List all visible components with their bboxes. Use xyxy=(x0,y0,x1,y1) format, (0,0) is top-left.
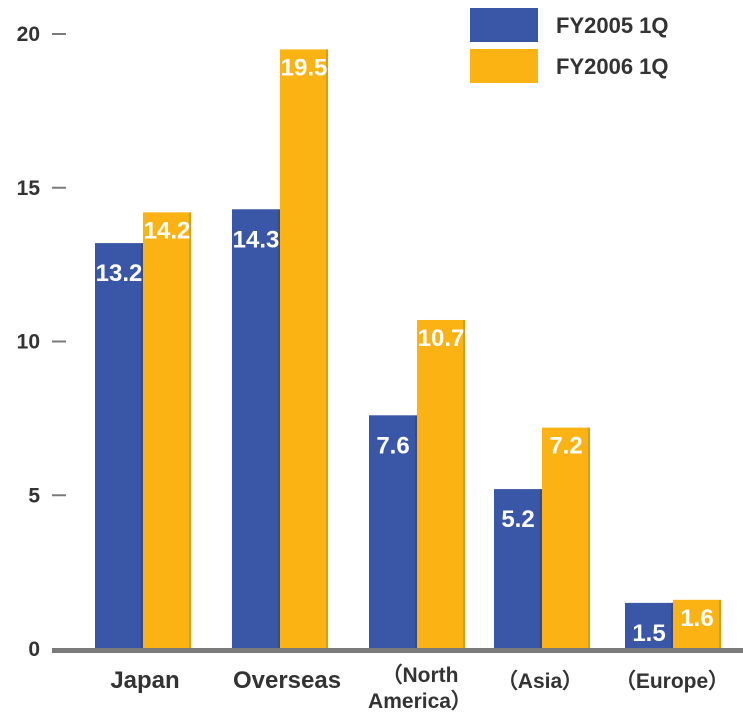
y-tick-label: 10 xyxy=(17,331,40,354)
x-category-label: Japan xyxy=(110,667,179,694)
legend-swatch xyxy=(470,8,538,42)
bar xyxy=(143,212,191,649)
bar-shade xyxy=(278,209,280,649)
bar xyxy=(232,209,280,649)
legend-label: FY2005 1Q xyxy=(556,13,669,38)
bar-shade xyxy=(326,49,328,649)
data-label: 14.2 xyxy=(144,217,191,244)
bar-shade xyxy=(141,243,143,649)
legend: FY2005 1Q FY2006 1Q xyxy=(470,8,669,83)
data-label: 7.2 xyxy=(549,433,582,460)
data-label: 19.5 xyxy=(281,54,328,81)
data-label: 5.2 xyxy=(501,506,534,533)
y-tick-label: 20 xyxy=(17,23,40,46)
bar xyxy=(280,49,328,649)
bar xyxy=(625,602,673,649)
x-category-label: （Europe） xyxy=(615,669,729,693)
x-category-label: America） xyxy=(368,689,472,713)
data-label: 1.6 xyxy=(680,605,713,632)
y-tick-label: 0 xyxy=(28,638,40,661)
data-label: 1.5 xyxy=(632,620,665,647)
bar xyxy=(417,319,465,649)
x-axis-line xyxy=(52,648,743,653)
bar-shade xyxy=(415,415,417,649)
bar xyxy=(95,243,143,649)
bar-shade xyxy=(189,212,191,649)
bar-shade xyxy=(588,427,590,649)
x-category-label: （North xyxy=(382,663,459,687)
x-category-label: Overseas xyxy=(233,667,341,694)
y-tick-label: 5 xyxy=(28,484,40,507)
y-axis: 0 5 10 15 20 xyxy=(17,23,66,661)
y-tick-label: 15 xyxy=(17,177,41,200)
bar-shade xyxy=(719,599,721,649)
legend-label: FY2006 1Q xyxy=(556,54,669,79)
bar xyxy=(369,415,417,649)
data-label: 14.3 xyxy=(233,226,280,253)
bar xyxy=(673,599,721,649)
data-label: 10.7 xyxy=(418,325,465,352)
bar-shade xyxy=(540,489,542,649)
bar-shade xyxy=(671,602,673,649)
bar-shade xyxy=(463,319,465,649)
bar xyxy=(494,489,542,649)
bar xyxy=(542,427,590,649)
data-label: 7.6 xyxy=(376,432,409,459)
legend-swatch xyxy=(470,49,538,83)
bars-group: 13.2 14.3 7.6 5.2 1.5 14.2 19.5 10.7 7.2 1.6 xyxy=(95,49,721,649)
data-label: 13.2 xyxy=(96,260,143,287)
x-category-label: （Asia） xyxy=(497,669,583,693)
